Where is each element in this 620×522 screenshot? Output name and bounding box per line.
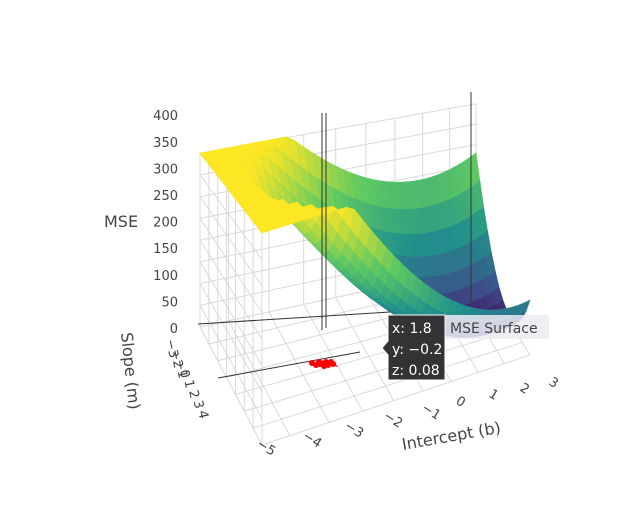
z-axis-ticks: 0 50 100 150 200 250 300 350 400 — [153, 109, 178, 337]
y-tick-label: 1 — [180, 379, 196, 390]
z-tick-label: 200 — [153, 216, 178, 231]
y-tick-label: 0 — [176, 368, 192, 379]
x-tick-label: 1 — [486, 387, 501, 404]
grid-line-side-z — [199, 283, 263, 393]
grid-line-floor-y — [252, 341, 523, 429]
z-tick-label: 400 — [153, 109, 178, 124]
spike-line-floor-2 — [217, 351, 361, 379]
z-tick-label: 300 — [153, 162, 178, 177]
x-tick-label: −3 — [342, 419, 366, 442]
z-tick-label: 0 — [170, 322, 178, 337]
grid-line-side-z — [199, 218, 263, 313]
z-axis-title: MSE — [104, 212, 138, 231]
x-tick-label: −4 — [300, 429, 324, 452]
x-tick-label: 3 — [546, 375, 561, 392]
hover-tooltip: x: 1.8 y: −0.2 z: 0.08 MSE Surface — [381, 314, 549, 381]
grid-line-side-z — [199, 305, 263, 419]
tooltip-z: z: 0.08 — [392, 363, 440, 379]
grid-line-floor-y — [244, 329, 515, 412]
surface-patch — [519, 299, 531, 315]
y-tick-label: 2 — [185, 389, 201, 400]
grid-line-side-z — [199, 326, 263, 446]
z-tick-label: 150 — [153, 242, 178, 257]
x-tick-label: −1 — [419, 401, 443, 424]
x-tick-label: 0 — [453, 394, 468, 411]
z-tick-label: 100 — [153, 269, 178, 284]
tooltip-y: y: −0.2 — [392, 342, 442, 358]
surface-mse[interactable] — [199, 136, 531, 338]
grid-line-side-z — [199, 196, 263, 287]
descent-path[interactable] — [309, 359, 339, 369]
grid-line-side-z — [199, 261, 263, 366]
x-tick-label: 2 — [517, 381, 532, 398]
grid-line-floor-x — [303, 304, 364, 412]
grid-line-side-z — [199, 239, 263, 340]
descent-path-point[interactable] — [316, 359, 322, 365]
y-tick-label: −3 — [162, 338, 181, 360]
y-tick-label: −2 — [167, 348, 186, 370]
grid-line-floor-x — [228, 320, 291, 436]
x-tick-label: −5 — [254, 437, 278, 460]
descent-path-point[interactable] — [330, 361, 336, 367]
z-tick-label: 50 — [161, 295, 178, 310]
hover-spikes — [197, 92, 472, 379]
tooltip-name-box — [445, 315, 549, 339]
y-tick-label: −1 — [171, 358, 190, 380]
z-tick-label: 250 — [153, 189, 178, 204]
descent-path-point[interactable] — [323, 359, 329, 365]
y-axis-title: Slope (m) — [117, 331, 144, 410]
grid-line-floor-x — [268, 311, 330, 423]
tooltip-x: x: 1.8 — [392, 321, 432, 337]
x-tick-label: −2 — [381, 409, 405, 432]
y-tick-label: 3 — [190, 399, 206, 410]
grid-line-floor-y — [261, 354, 531, 446]
z-tick-label: 350 — [153, 136, 178, 151]
spike-line-floor — [197, 311, 391, 325]
y-tick-label: 4 — [194, 409, 210, 420]
grid-line-side-z — [199, 174, 263, 260]
x-axis-title: Intercept (b) — [400, 418, 502, 454]
tooltip-trace-name: MSE Surface — [450, 321, 538, 337]
